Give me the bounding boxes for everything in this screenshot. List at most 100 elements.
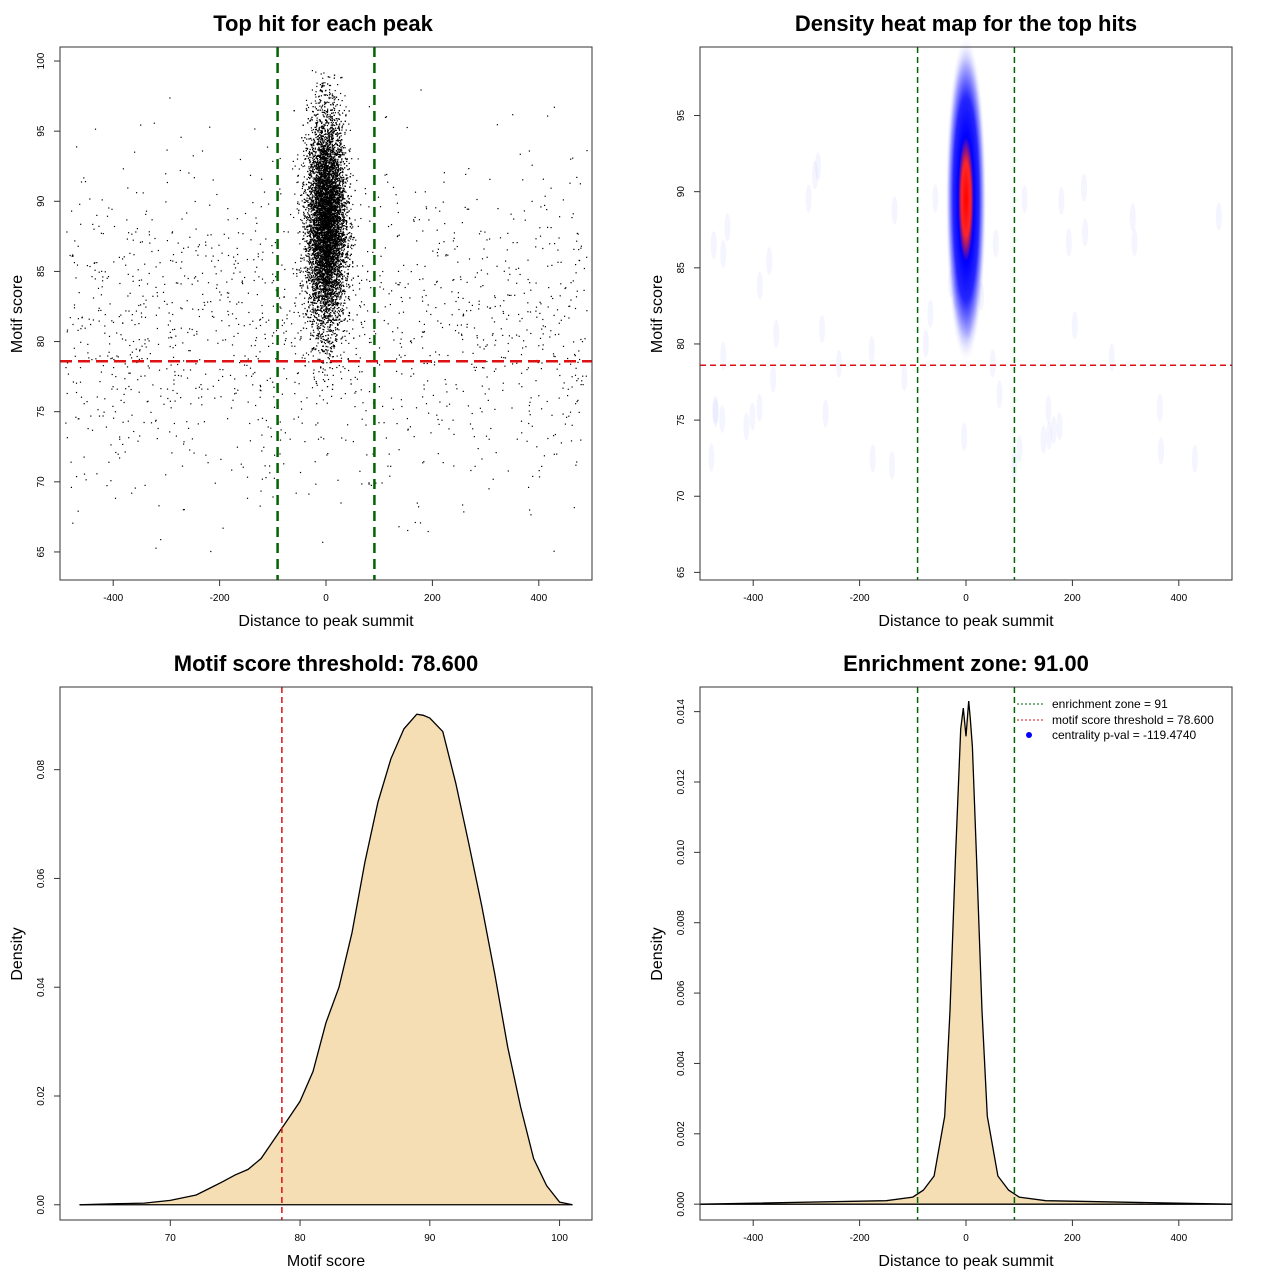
scatter-point xyxy=(332,97,334,99)
scatter-point xyxy=(305,216,307,218)
scatter-point xyxy=(325,223,327,225)
scatter-point xyxy=(330,134,333,136)
scatter-point xyxy=(326,278,328,280)
scatter-point xyxy=(310,320,312,323)
scatter-point xyxy=(316,119,318,121)
scatter-point xyxy=(336,144,339,146)
scatter-point xyxy=(331,309,333,311)
scatter-point xyxy=(332,235,334,237)
scatter-point xyxy=(342,168,344,171)
scatter-point xyxy=(339,175,341,177)
scatter-point xyxy=(307,226,309,228)
scatter-point xyxy=(348,311,350,314)
scatter-point xyxy=(331,254,334,256)
scatter-ylabel: Motif score xyxy=(9,275,26,353)
scatter-point xyxy=(311,244,313,246)
scatter-point xyxy=(331,283,333,285)
scatter-point xyxy=(331,201,333,203)
scatter-point xyxy=(315,274,317,276)
scatter-point xyxy=(323,195,325,197)
scatter-point xyxy=(325,189,327,191)
scatter-point xyxy=(337,133,339,135)
scatter-point xyxy=(322,191,324,194)
scatter-point xyxy=(337,241,339,244)
scatter-point xyxy=(344,293,346,295)
scatter-point xyxy=(322,288,324,290)
scatter-point xyxy=(301,220,303,222)
scatter-point xyxy=(334,219,336,221)
scatter-point xyxy=(323,292,326,294)
scatter-point xyxy=(352,261,354,263)
scatter-point xyxy=(311,199,313,201)
scatter-point xyxy=(318,188,320,190)
scatter-point xyxy=(321,121,323,123)
scatter-point xyxy=(328,303,330,305)
scatter-point xyxy=(320,340,322,342)
scatter-point xyxy=(313,161,315,163)
scatter-point xyxy=(328,310,330,312)
scatter-point xyxy=(320,152,322,155)
scatter-point xyxy=(335,261,338,263)
scatter-point xyxy=(329,207,331,209)
scatter-point xyxy=(320,240,322,242)
scatter-point xyxy=(337,317,339,319)
scatter-point xyxy=(310,245,312,247)
scatter-point xyxy=(322,321,324,323)
scatter-point xyxy=(337,173,339,175)
scatter-point xyxy=(338,185,340,187)
scatter-point xyxy=(327,349,329,351)
scatter-point xyxy=(322,345,324,347)
scatter-point xyxy=(338,150,340,152)
scatter-point xyxy=(340,236,342,238)
scatter-point xyxy=(339,193,341,195)
scatter-point xyxy=(336,173,338,175)
scatter-point xyxy=(305,199,307,201)
scatter-point xyxy=(311,324,313,326)
scatter-point xyxy=(300,254,302,256)
scatter-point xyxy=(316,251,318,254)
scatter-point xyxy=(319,105,321,107)
scatter-point xyxy=(346,180,348,182)
scatter-point xyxy=(326,154,328,156)
scatter-point xyxy=(335,278,338,280)
scatter-point xyxy=(331,138,334,141)
scatter-point xyxy=(329,91,331,94)
scatter-point xyxy=(333,99,335,101)
scatter-point xyxy=(324,189,326,191)
scatter-point xyxy=(329,328,331,331)
scatter-point xyxy=(315,235,317,238)
scatter-point xyxy=(340,254,342,256)
scatter-point xyxy=(337,252,339,255)
scatter-point xyxy=(315,171,317,173)
scatter-point xyxy=(313,221,315,223)
scatter-point xyxy=(310,301,312,303)
scatter-point xyxy=(315,219,317,221)
scatter-point xyxy=(328,288,330,291)
scatter-point xyxy=(304,165,306,167)
scatter-point xyxy=(310,165,313,167)
scatter-point xyxy=(335,329,337,331)
scatter-point xyxy=(329,325,331,327)
scatter-point xyxy=(331,330,333,332)
scatter-point xyxy=(310,237,312,239)
scatter-point xyxy=(338,307,340,309)
scatter-point xyxy=(332,176,334,178)
scatter-point xyxy=(341,129,343,131)
scatter-point xyxy=(322,114,324,116)
scatter-point xyxy=(342,168,344,170)
scatter-point xyxy=(342,278,344,280)
scatter-point xyxy=(328,157,330,159)
scatter-point xyxy=(317,175,319,177)
scatter-point xyxy=(339,204,341,206)
scatter-point xyxy=(332,150,334,153)
scatter-point xyxy=(324,266,326,268)
scatter-point xyxy=(342,112,344,114)
scatter-point xyxy=(326,159,328,161)
scatter-point xyxy=(318,255,320,257)
scatter-point xyxy=(335,234,337,236)
scatter-point xyxy=(310,229,312,231)
scatter-point xyxy=(320,223,322,225)
scatter-point xyxy=(323,72,325,74)
scatter-point xyxy=(328,162,330,164)
scatter-point xyxy=(298,210,300,212)
